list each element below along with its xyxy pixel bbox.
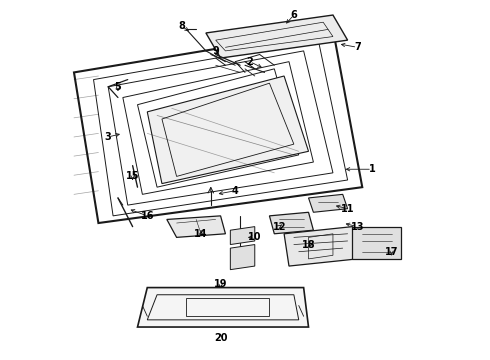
Text: 9: 9 xyxy=(212,46,219,56)
Text: 12: 12 xyxy=(272,222,286,231)
Polygon shape xyxy=(206,15,347,58)
Text: 20: 20 xyxy=(214,333,227,343)
Text: 4: 4 xyxy=(232,186,239,196)
Polygon shape xyxy=(167,216,225,237)
Polygon shape xyxy=(309,194,347,212)
Text: 17: 17 xyxy=(385,247,398,257)
Text: 3: 3 xyxy=(105,132,112,142)
Text: 19: 19 xyxy=(214,279,227,289)
Text: 11: 11 xyxy=(341,204,354,214)
Polygon shape xyxy=(147,76,309,184)
Text: 10: 10 xyxy=(248,232,262,242)
Text: 13: 13 xyxy=(351,222,364,231)
Polygon shape xyxy=(352,226,401,259)
Text: 8: 8 xyxy=(178,21,185,31)
Polygon shape xyxy=(270,212,314,234)
Text: 6: 6 xyxy=(291,10,297,20)
Text: 18: 18 xyxy=(302,239,316,249)
Text: 1: 1 xyxy=(368,164,375,174)
Text: 14: 14 xyxy=(194,229,208,239)
Polygon shape xyxy=(138,288,309,327)
Text: 7: 7 xyxy=(354,42,361,52)
Polygon shape xyxy=(230,226,255,244)
Polygon shape xyxy=(230,244,255,270)
Polygon shape xyxy=(284,226,357,266)
Text: 2: 2 xyxy=(246,57,253,67)
Text: 5: 5 xyxy=(115,82,122,92)
Text: 15: 15 xyxy=(126,171,139,181)
Text: 16: 16 xyxy=(141,211,154,221)
